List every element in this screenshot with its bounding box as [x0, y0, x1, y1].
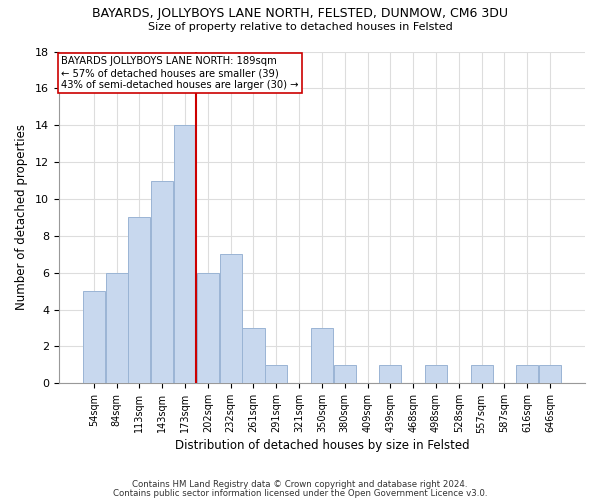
Y-axis label: Number of detached properties: Number of detached properties [15, 124, 28, 310]
Text: BAYARDS JOLLYBOYS LANE NORTH: 189sqm
← 57% of detached houses are smaller (39)
4: BAYARDS JOLLYBOYS LANE NORTH: 189sqm ← 5… [61, 56, 299, 90]
Bar [334, 365, 356, 384]
Bar [128, 218, 151, 384]
Bar [470, 365, 493, 384]
Bar [220, 254, 242, 384]
Bar [311, 328, 333, 384]
Bar [539, 365, 561, 384]
Bar [379, 365, 401, 384]
Bar [151, 180, 173, 384]
Bar [174, 125, 196, 384]
Bar [106, 272, 128, 384]
Text: BAYARDS, JOLLYBOYS LANE NORTH, FELSTED, DUNMOW, CM6 3DU: BAYARDS, JOLLYBOYS LANE NORTH, FELSTED, … [92, 8, 508, 20]
Text: Size of property relative to detached houses in Felsted: Size of property relative to detached ho… [148, 22, 452, 32]
Text: Contains HM Land Registry data © Crown copyright and database right 2024.: Contains HM Land Registry data © Crown c… [132, 480, 468, 489]
Bar [197, 272, 219, 384]
Bar [242, 328, 265, 384]
Text: Contains public sector information licensed under the Open Government Licence v3: Contains public sector information licen… [113, 489, 487, 498]
Bar [265, 365, 287, 384]
Bar [425, 365, 447, 384]
Bar [516, 365, 538, 384]
X-axis label: Distribution of detached houses by size in Felsted: Distribution of detached houses by size … [175, 440, 469, 452]
Bar [83, 291, 105, 384]
